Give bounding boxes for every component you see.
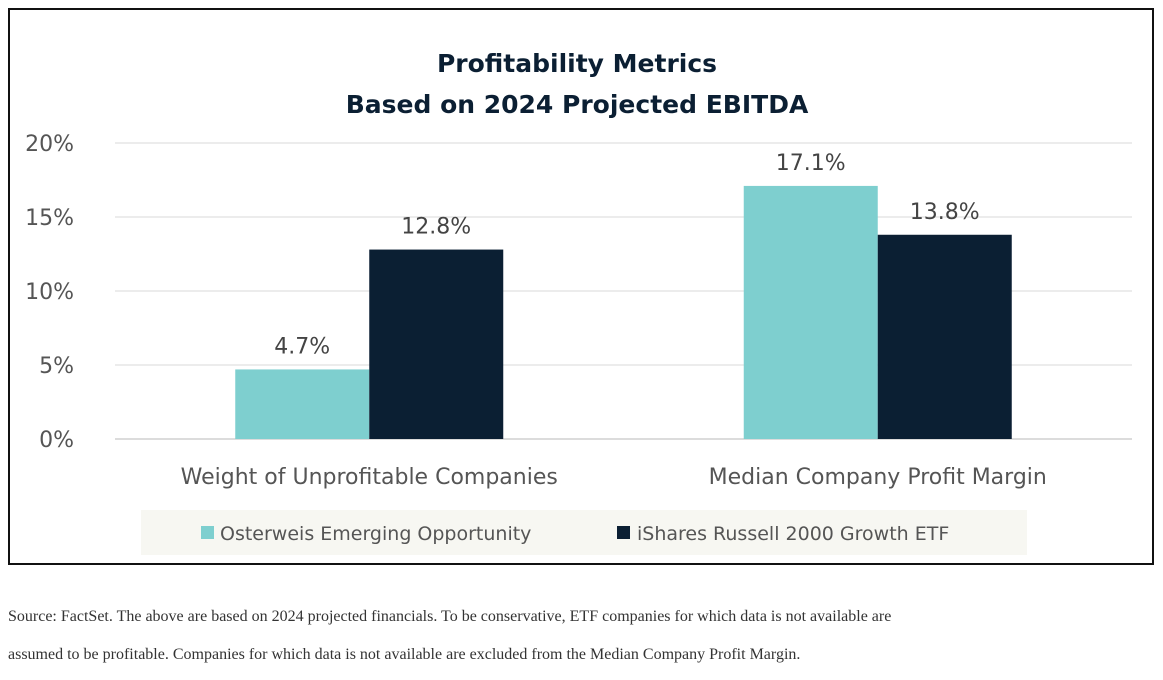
data-label-series1-cat1: 13.8% [910,200,980,225]
category-label-0: Weight of Unprofitable Companies [181,465,558,490]
category-label-1: Median Company Profit Margin [709,465,1047,490]
y-tick-label-10: 10% [25,280,74,305]
legend-swatch-osterweis [201,526,214,539]
y-tick-label-20: 20% [25,132,74,157]
chart-title-line-2: Based on 2024 Projected EBITDA [346,90,809,119]
y-axis-tick-labels: 0% 5% 10% 15% 20% [25,132,74,453]
y-tick-label-5: 5% [39,354,74,379]
bar-series1-cat0 [369,249,504,439]
bar-series0-cat1 [743,185,878,439]
legend-label-ishares: iShares Russell 2000 Growth ETF [637,523,949,545]
bar-series0-cat0 [235,369,370,439]
data-label-series1-cat0: 12.8% [401,215,471,240]
data-label-series0-cat1: 17.1% [776,151,846,176]
source-note-line-1: Source: FactSet. The above are based on … [8,608,892,625]
bar-series1-cat1 [877,234,1012,439]
data-label-series0-cat0: 4.7% [274,334,330,359]
legend-swatch-ishares [617,526,630,539]
legend: Osterweis Emerging Opportunity iShares R… [141,510,1027,555]
y-tick-label-15: 15% [25,206,74,231]
category-labels: Weight of Unprofitable Companies Median C… [181,465,1047,490]
source-note-line-2: assumed to be profitable. Companies for … [8,646,801,663]
chart-title: Profitability Metrics Based on 2024 Proj… [346,49,809,119]
chart-svg: Profitability Metrics Based on 2024 Proj… [25,49,1132,555]
chart-frame: Profitability Metrics Based on 2024 Proj… [8,8,1154,565]
legend-label-osterweis: Osterweis Emerging Opportunity [220,523,531,545]
y-tick-label-0: 0% [39,428,74,453]
source-note: Source: FactSet. The above are based on … [8,598,1158,674]
legend-background [141,510,1027,555]
bars [235,185,1012,439]
chart-title-line-1: Profitability Metrics [437,49,717,78]
data-labels: 4.7% 12.8% 17.1% 13.8% [274,151,979,360]
